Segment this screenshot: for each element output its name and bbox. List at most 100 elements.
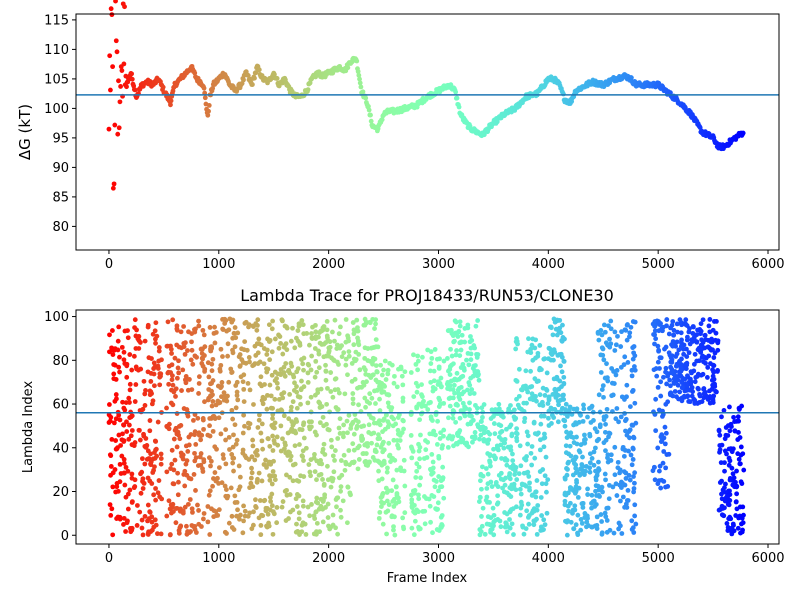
- lambda-point: [195, 415, 201, 421]
- lambda-point: [453, 352, 459, 358]
- lambda-point: [701, 359, 706, 365]
- lambda-point: [627, 477, 633, 483]
- lambda-point: [127, 387, 133, 393]
- lambda-point: [630, 422, 636, 428]
- lambda-point: [630, 457, 636, 462]
- lambda-point: [315, 387, 321, 393]
- lambda-point: [121, 422, 126, 428]
- lambda-point: [534, 516, 539, 522]
- lambda-point: [489, 407, 495, 413]
- lambda-point: [234, 389, 240, 395]
- lambda-point: [237, 363, 243, 369]
- lambda-point: [377, 509, 383, 515]
- lambda-point: [233, 335, 239, 341]
- lambda-point: [607, 336, 612, 342]
- lambda-point: [314, 520, 320, 526]
- lambda-point: [176, 358, 181, 364]
- lambda-point: [351, 342, 357, 348]
- lambda-point: [410, 448, 416, 454]
- lambda-point: [475, 422, 481, 428]
- lambda-point: [411, 394, 417, 400]
- lambda-point: [415, 367, 421, 373]
- lambda-point: [652, 341, 657, 347]
- lambda-point: [212, 340, 218, 346]
- lambda-point: [175, 470, 181, 476]
- lambda-point: [487, 499, 492, 505]
- lambda-point: [398, 366, 404, 372]
- lambda-point: [108, 472, 113, 478]
- lambda-point: [343, 362, 349, 368]
- lambda-point: [632, 502, 638, 508]
- lambda-point: [145, 475, 151, 481]
- lambda-point: [599, 345, 605, 351]
- lambda-point: [477, 494, 483, 500]
- lambda-point: [562, 423, 568, 429]
- dg-plot: 0 1000 2000 3000 4000 5000 6000 80859095100105…: [16, 0, 785, 272]
- lambda-point: [623, 476, 629, 481]
- lambda-point: [541, 517, 547, 523]
- lambda-point: [489, 484, 495, 489]
- lambda-point: [365, 346, 371, 351]
- lambda-point: [182, 351, 188, 357]
- lambda-point: [729, 465, 735, 471]
- lambda-point: [381, 367, 387, 373]
- dg-point: [205, 112, 211, 118]
- lambda-point: [478, 478, 483, 484]
- lambda-point: [115, 514, 121, 520]
- lambda-point: [114, 446, 120, 452]
- lambda-point: [480, 505, 486, 511]
- lambda-point: [655, 343, 661, 349]
- lambda-point: [257, 498, 263, 503]
- lambda-point: [472, 368, 478, 374]
- lambda-point: [125, 506, 131, 512]
- lambda-point: [328, 484, 334, 490]
- lambda-point: [599, 519, 605, 524]
- lambda-point: [472, 345, 478, 351]
- lambda-point: [345, 333, 351, 339]
- lambda-point: [727, 475, 733, 481]
- lambda-point: [414, 461, 420, 467]
- lambda-point: [657, 366, 662, 371]
- lambda-point: [542, 473, 548, 479]
- lambda-point: [264, 392, 270, 398]
- lambda-point: [155, 531, 160, 537]
- lambda-point: [234, 379, 240, 385]
- lambda-point: [711, 355, 717, 360]
- lambda-point: [431, 428, 436, 434]
- lambda-point: [422, 508, 428, 514]
- lambda-point: [278, 341, 284, 346]
- lambda-point: [134, 327, 139, 333]
- lambda-point: [589, 403, 595, 409]
- lambda-point: [192, 527, 198, 532]
- lambda-point: [608, 318, 614, 324]
- dg-point: [356, 72, 362, 78]
- lambda-point: [739, 521, 744, 527]
- lambda-point: [579, 520, 585, 526]
- lambda-point: [165, 319, 171, 325]
- lambda-point: [164, 513, 170, 519]
- lambda-point: [523, 526, 529, 532]
- lambda-point: [142, 338, 148, 344]
- lambda-point: [282, 373, 288, 379]
- lambda-point: [260, 446, 266, 452]
- lambda-point: [439, 523, 445, 528]
- lambda-point: [676, 347, 682, 353]
- lambda-point: [467, 400, 472, 406]
- lambda-point: [561, 397, 567, 402]
- lambda-point: [171, 509, 176, 514]
- lambda-point: [223, 461, 229, 467]
- lambda-point: [121, 357, 127, 363]
- lambda-point: [317, 405, 323, 410]
- lambda-point: [475, 318, 481, 323]
- lambda-point: [201, 457, 207, 463]
- lambda-point: [227, 316, 233, 322]
- lambda-point: [166, 498, 172, 504]
- lambda-point: [323, 362, 328, 368]
- lambda-point: [487, 431, 493, 437]
- lambda-point: [400, 398, 406, 404]
- lambda-point: [330, 453, 336, 459]
- lambda-point: [297, 322, 303, 328]
- lambda-point: [498, 430, 503, 436]
- lambda-point: [400, 515, 406, 521]
- lambda-point: [227, 447, 232, 452]
